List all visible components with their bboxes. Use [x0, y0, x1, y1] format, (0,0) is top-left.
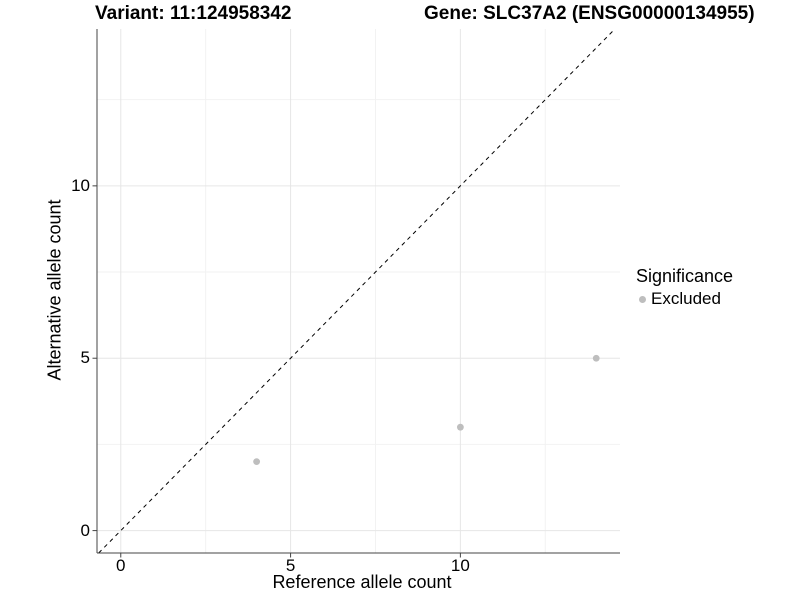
legend-entry-label: Excluded	[651, 289, 721, 308]
x-axis-label: Reference allele count	[272, 572, 452, 592]
legend: Significance Excluded	[636, 266, 733, 309]
x-tick-label: 0	[116, 556, 126, 575]
data-point	[456, 423, 464, 431]
y-tick-label: 10	[71, 175, 90, 195]
legend-title: Significance	[636, 266, 734, 286]
y-tick-label: 5	[80, 348, 90, 368]
data-point	[253, 458, 261, 466]
y-tick-label: 0	[80, 520, 90, 540]
data-point	[592, 354, 600, 362]
legend-entry-excluded: Excluded	[636, 289, 733, 309]
x-tick-label: 5	[285, 556, 296, 575]
variant-title: Variant: 11:124958342	[95, 3, 292, 24]
gene-title: Gene: SLC37A2 (ENSG00000134955)	[424, 3, 755, 24]
excluded-point-icon	[639, 295, 646, 303]
identity-dashed-line	[98, 28, 616, 554]
x-tick-label: 10	[450, 556, 470, 575]
y-axis-label: Alternative allele count	[44, 199, 65, 381]
